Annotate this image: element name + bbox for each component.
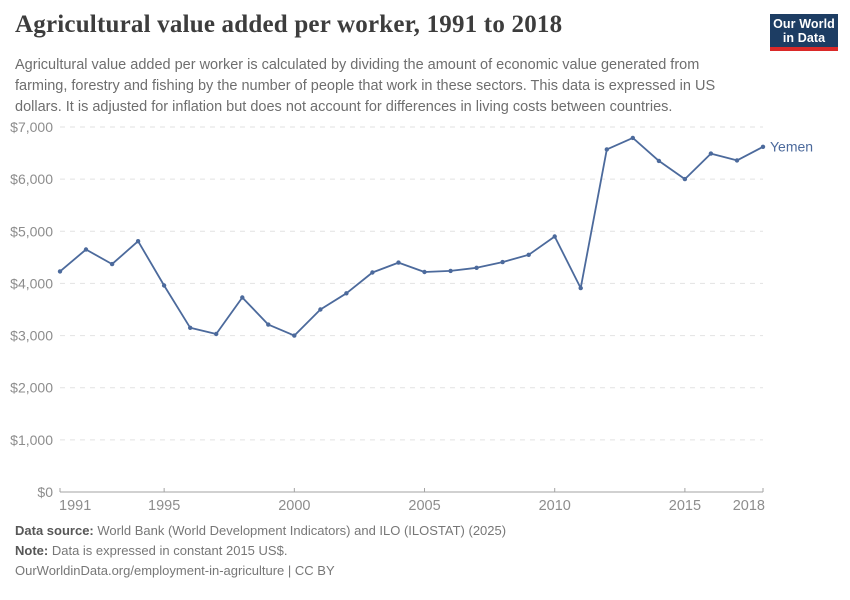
- series-lines: [57, 135, 766, 338]
- data-point: [240, 295, 245, 300]
- y-tick-label: $5,000: [10, 223, 53, 239]
- note-text: Data is expressed in constant 2015 US$.: [51, 543, 288, 558]
- license-label: CC BY: [294, 563, 335, 578]
- data-point: [708, 151, 714, 156]
- y-tick-label: $6,000: [10, 171, 53, 187]
- data-point: [604, 147, 609, 152]
- data-point: [396, 260, 401, 265]
- data-point: [83, 247, 89, 252]
- note-line: Note: Data is expressed in constant 2015…: [15, 541, 835, 561]
- data-point: [292, 333, 297, 338]
- data-point: [370, 270, 375, 275]
- footer-separator: |: [287, 563, 292, 578]
- data-point: [318, 307, 323, 312]
- chart-subtitle: Agricultural value added per worker is c…: [15, 57, 716, 115]
- data-point: [474, 265, 479, 270]
- y-axis-labels: $0 $1,000 $2,000 $3,000 $4,000 $5,000 $6,000 $7…: [10, 119, 53, 500]
- data-point: [552, 234, 557, 239]
- series-line-yemen: [59, 137, 764, 337]
- data-point: [734, 158, 740, 163]
- y-tick-label: $4,000: [10, 275, 53, 291]
- owid-logo-line2: in Data: [782, 30, 826, 45]
- data-point: [135, 239, 141, 244]
- owid-url-link[interactable]: OurWorldinData.org/employment-in-agricul…: [15, 563, 285, 578]
- data-source-label: Data source:: [15, 523, 94, 538]
- gridlines: [60, 126, 763, 441]
- data-point: [57, 269, 63, 274]
- x-tick-label: 2015: [669, 498, 701, 514]
- data-source-line: Data source: World Bank (World Developme…: [15, 521, 835, 541]
- series-labels: Yemen: [770, 138, 813, 154]
- x-tick-label: 2018: [733, 498, 765, 514]
- data-point: [448, 268, 453, 274]
- x-tick-label: 1995: [148, 498, 180, 514]
- x-tick-label: 1991: [59, 498, 91, 514]
- data-source-text: World Bank (World Development Indicators…: [97, 523, 507, 538]
- x-tick-label: 2000: [278, 498, 310, 514]
- series-label-yemen: Yemen: [770, 138, 813, 154]
- owid-logo-line1: Our World: [773, 16, 835, 31]
- data-point: [500, 259, 505, 265]
- data-point: [526, 252, 531, 257]
- data-point: [109, 261, 115, 267]
- x-tick-label: 2010: [539, 498, 571, 514]
- data-point: [344, 291, 349, 296]
- y-tick-label: $0: [37, 484, 53, 500]
- x-tick-label: 2005: [408, 498, 440, 514]
- page-title: Agricultural value added per worker, 199…: [15, 11, 563, 38]
- data-point: [682, 176, 688, 182]
- data-point: [214, 331, 219, 337]
- x-axis: 1991 1995 2000 2005 2010 2015 2018: [59, 488, 765, 514]
- attribution-line: OurWorldinData.org/employment-in-agricul…: [15, 561, 835, 581]
- data-point: [161, 283, 167, 288]
- y-tick-label: $3,000: [10, 328, 53, 344]
- data-point: [760, 144, 766, 149]
- data-point: [578, 285, 583, 291]
- data-point: [656, 158, 662, 164]
- y-tick-label: $1,000: [10, 432, 53, 448]
- data-point: [266, 322, 271, 327]
- owid-logo[interactable]: Our World in Data: [770, 14, 838, 51]
- data-point: [422, 269, 427, 275]
- note-label: Note:: [15, 543, 49, 558]
- chart-footer: Data source: World Bank (World Developme…: [15, 521, 835, 581]
- data-point: [188, 325, 193, 330]
- y-tick-label: $7,000: [10, 119, 53, 135]
- y-tick-label: $2,000: [10, 380, 53, 396]
- data-point: [630, 135, 635, 141]
